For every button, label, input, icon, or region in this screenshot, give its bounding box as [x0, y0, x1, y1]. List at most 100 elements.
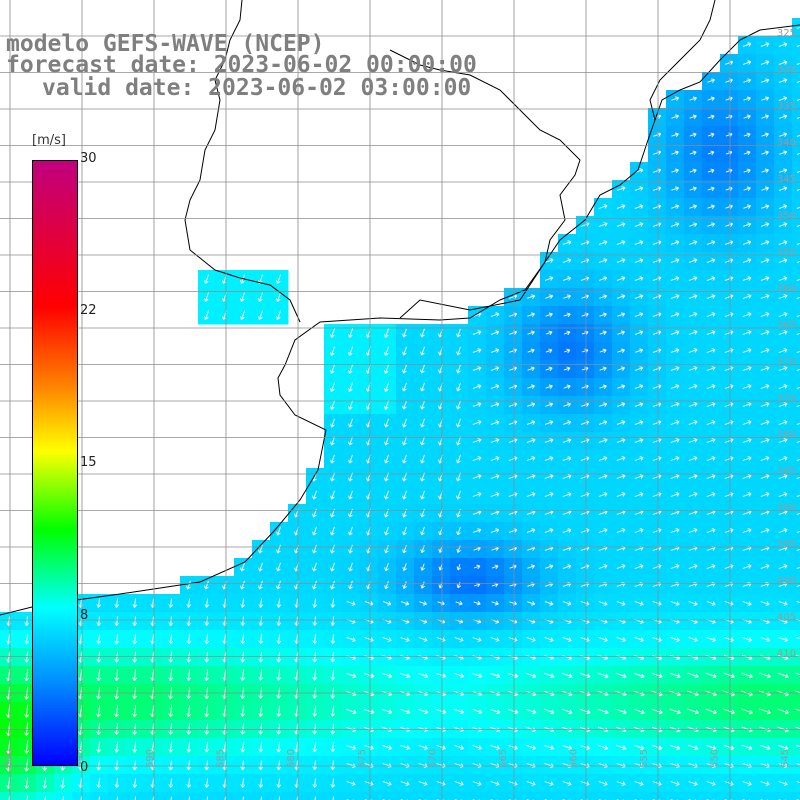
wind-arrow	[706, 348, 716, 353]
wind-arrow	[742, 330, 752, 335]
wind-arrow	[491, 601, 499, 606]
wind-arrow	[420, 436, 425, 446]
wind-arrow	[742, 474, 752, 479]
wind-arrow	[544, 276, 554, 281]
wind-arrow	[689, 186, 697, 191]
wind-arrow	[796, 170, 800, 173]
wind-arrow	[526, 637, 536, 642]
wind-arrow	[114, 616, 120, 626]
wind-arrow	[741, 672, 753, 679]
wind-cell	[180, 792, 199, 800]
wind-arrow	[760, 276, 770, 281]
wind-arrow	[330, 544, 335, 554]
wind-arrow	[384, 562, 389, 572]
wind-arrow	[760, 348, 770, 353]
wind-arrow	[330, 436, 335, 446]
wind-arrow	[796, 206, 800, 209]
wind-arrow	[760, 636, 771, 642]
wind-cell	[306, 792, 325, 800]
wind-arrow	[545, 564, 554, 569]
wind-arrow	[796, 116, 800, 119]
longitude-label: 550	[710, 749, 721, 768]
wind-arrow	[258, 705, 264, 717]
wind-arrow	[204, 760, 210, 771]
wind-arrow	[760, 240, 770, 245]
wind-arrow	[671, 168, 679, 173]
wind-arrow	[420, 328, 425, 338]
wind-arrow	[707, 132, 715, 138]
wind-arrow	[796, 762, 800, 766]
wind-arrow	[507, 708, 519, 715]
wind-arrow	[456, 382, 461, 392]
wind-arrow	[152, 796, 154, 800]
wind-arrow	[796, 296, 800, 299]
wind-cell	[108, 792, 127, 800]
wind-arrow	[363, 708, 375, 715]
wind-arrow	[669, 708, 681, 715]
wind-arrow	[742, 294, 752, 299]
wind-arrow	[206, 796, 208, 800]
wind-arrow	[490, 384, 500, 389]
wind-arrow	[742, 420, 752, 425]
wind-arrow	[706, 420, 716, 425]
wind-arrow	[706, 636, 717, 642]
wind-arrow	[24, 616, 30, 626]
wind-cell	[792, 144, 800, 163]
wind-arrow	[436, 708, 447, 715]
wind-arrow	[472, 492, 482, 497]
wind-cell	[234, 792, 253, 800]
wind-arrow	[348, 562, 353, 572]
wind-arrow	[742, 636, 753, 642]
wind-arrow	[724, 781, 734, 786]
wind-arrow	[60, 777, 66, 789]
wind-arrow	[258, 580, 263, 590]
wind-arrow	[760, 366, 770, 371]
colorbar-tick-8: 8	[80, 608, 89, 623]
wind-arrow	[526, 474, 536, 479]
wind-arrow	[420, 581, 425, 589]
wind-cell	[792, 270, 800, 289]
wind-arrow	[599, 330, 607, 335]
latitude-labels: 325 330 335 340 345 350 355 360 365 370 375 380 385 3…	[777, 28, 796, 660]
wind-arrow	[96, 778, 102, 789]
wind-arrow	[186, 723, 192, 735]
wind-arrow	[706, 240, 716, 245]
wind-arrow	[490, 528, 500, 533]
wind-arrow	[545, 384, 553, 389]
wind-arrow	[348, 544, 353, 554]
wind-arrow	[168, 634, 174, 645]
wind-arrow	[96, 616, 102, 626]
wind-arrow	[544, 528, 554, 533]
wind-arrow	[399, 708, 411, 715]
wind-arrow	[454, 672, 465, 678]
wind-arrow	[617, 330, 625, 335]
wind-arrow	[616, 456, 626, 461]
wind-arrow	[742, 240, 752, 245]
wind-arrow	[114, 633, 120, 645]
longitude-label: 555	[639, 749, 650, 768]
wind-arrow	[652, 636, 662, 642]
wind-arrow	[402, 436, 407, 446]
wind-arrow	[418, 781, 428, 786]
wind-arrow	[348, 490, 353, 500]
wind-arrow	[544, 438, 554, 443]
wind-arrow	[779, 150, 788, 155]
wind-arrow	[796, 548, 800, 551]
wind-cell	[162, 792, 181, 800]
wind-arrow	[670, 438, 680, 443]
wind-arrow	[742, 528, 752, 533]
wind-arrow	[670, 294, 680, 299]
wind-cell	[792, 558, 800, 577]
wind-arrow	[544, 420, 554, 425]
wind-arrow	[382, 672, 393, 679]
wind-arrow	[598, 564, 608, 569]
wind-arrow	[796, 134, 800, 137]
wind-arrow	[563, 402, 571, 407]
wind-arrow	[132, 669, 138, 681]
model-title: modelo GEFS-WAVE (NCEP)	[6, 31, 325, 57]
wind-arrow	[689, 132, 697, 138]
wind-arrow	[581, 384, 589, 389]
wind-cell	[252, 792, 271, 800]
wind-arrow	[761, 114, 769, 119]
